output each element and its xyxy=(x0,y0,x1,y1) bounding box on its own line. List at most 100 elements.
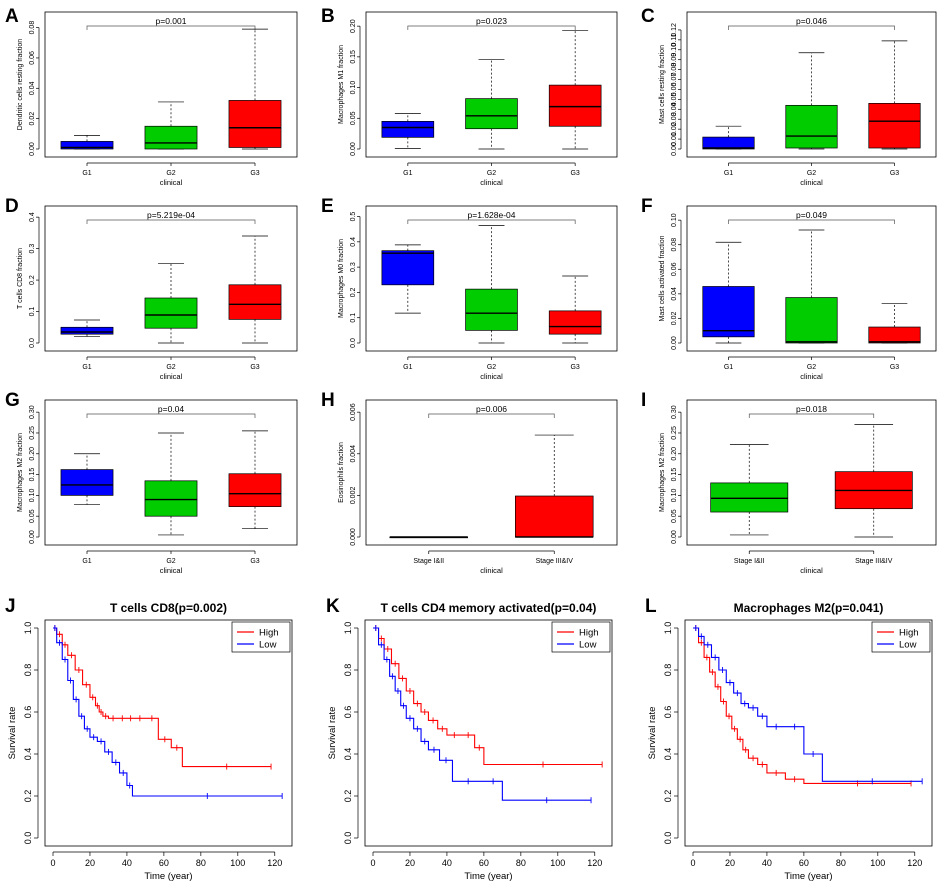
plot-frame xyxy=(686,11,937,158)
y-tick-label: 0.4 xyxy=(350,237,357,247)
box-g2 xyxy=(144,263,198,344)
y-tick-label: 0.20 xyxy=(29,447,36,461)
x-axis-label: Time (year) xyxy=(144,871,192,882)
x-tick-label: 20 xyxy=(405,858,415,868)
p-value-label: p=0.023 xyxy=(476,16,507,26)
significance-bracket xyxy=(748,413,875,418)
iqr-box xyxy=(548,84,602,127)
x-tick-label: G3 xyxy=(250,558,259,565)
iqr-box xyxy=(868,103,921,149)
x-tick-label: 20 xyxy=(85,858,95,868)
y-tick-label: 0.05 xyxy=(350,111,357,125)
legend-label-high: High xyxy=(259,628,279,639)
panel-j: J T cells CD8(p=0.002) 0.0 0.2 0.4 0.6 0.8 1.0 S… xyxy=(5,596,293,882)
box-g1 xyxy=(381,113,435,149)
y-tick-label: 0.15 xyxy=(29,468,36,482)
x-tick-label: G2 xyxy=(166,170,175,177)
box-g3 xyxy=(868,40,921,150)
x-tick-label: G2 xyxy=(166,558,175,565)
y-tick-label: 0.01 xyxy=(671,132,678,146)
y-tick-label: 0.006 xyxy=(350,403,357,421)
plot-frame xyxy=(44,619,293,847)
x-tick-label: G1 xyxy=(82,170,91,177)
x-tick-label: G3 xyxy=(570,170,579,177)
box-g1 xyxy=(702,125,755,150)
plot-frame xyxy=(44,11,298,158)
survival-curve-high xyxy=(373,627,603,766)
x-tick-label: 100 xyxy=(870,858,885,868)
p-value-label: p=0.046 xyxy=(796,16,827,26)
y-tick-label: 0.4 xyxy=(663,748,673,761)
panel-letter: H xyxy=(321,390,335,411)
x-tick-label: G3 xyxy=(890,364,899,371)
x-tick-label: 120 xyxy=(587,858,602,868)
y-axis-label: Mast cells resting fraction xyxy=(659,45,666,124)
y-tick-label: 0.00 xyxy=(350,142,357,156)
y-tick-label: 0.12 xyxy=(671,23,678,37)
legend-label-low: Low xyxy=(579,640,597,651)
box-g1 xyxy=(60,453,114,505)
panel-letter: B xyxy=(321,6,335,27)
y-tick-label: 0.08 xyxy=(671,63,678,77)
y-axis-label: Eosinophils fraction xyxy=(338,442,345,503)
x-tick-label: G3 xyxy=(890,170,899,177)
y-tick-label: 0.04 xyxy=(671,102,678,116)
x-tick-label: 80 xyxy=(836,858,846,868)
chart-title: Macrophages M2(p=0.041) xyxy=(734,601,884,615)
y-tick-label: 0.3 xyxy=(29,244,36,254)
y-tick-label: 0.09 xyxy=(671,53,678,67)
iqr-box xyxy=(144,125,198,150)
y-axis-label: Macrophages M1 fraction xyxy=(338,45,345,124)
iqr-box xyxy=(60,469,114,496)
iqr-box xyxy=(228,473,282,507)
box-g3 xyxy=(548,30,602,150)
box-g1 xyxy=(381,244,435,314)
y-axis-label: Survival rate xyxy=(327,707,338,760)
box-g3 xyxy=(868,303,921,344)
y-tick-label: 0.1 xyxy=(350,313,357,323)
significance-bracket xyxy=(407,219,576,224)
x-tick-label: Stage I&II xyxy=(413,558,444,565)
y-tick-label: 0.00 xyxy=(671,142,678,156)
plot-frame xyxy=(686,205,937,352)
y-tick-label: 0.06 xyxy=(29,51,36,65)
y-tick-label: 0.8 xyxy=(343,664,353,677)
y-axis-label: Macrophages M2 fraction xyxy=(17,433,24,512)
y-tick-label: 0.002 xyxy=(350,487,357,505)
panel-f: F 0.00 0.02 0.04 0.06 0.08 0.10 Mast cells acti… xyxy=(641,196,937,381)
x-tick-label: G1 xyxy=(724,170,733,177)
x-tick-label: 100 xyxy=(230,858,245,868)
panel-i: I 0.00 0.05 0.10 0.15 0.20 0.25 0.30 Macrophages… xyxy=(641,390,937,575)
x-tick-label: 0 xyxy=(690,858,695,868)
y-tick-label: 0.6 xyxy=(663,706,673,719)
plot-frame xyxy=(365,399,618,546)
p-value-label: p=0.04 xyxy=(158,404,185,414)
y-tick-label: 0.04 xyxy=(671,287,678,301)
y-tick-label: 0.10 xyxy=(350,81,357,95)
iqr-box xyxy=(228,284,282,320)
p-value-label: p=5.219e-04 xyxy=(147,210,195,220)
survival-curve-low xyxy=(373,627,592,801)
box-g1 xyxy=(60,319,114,338)
y-tick-label: 0.02 xyxy=(29,112,36,126)
significance-bracket xyxy=(86,219,256,224)
iqr-box xyxy=(381,121,435,138)
x-tick-label: G1 xyxy=(82,364,91,371)
x-tick-label: G2 xyxy=(166,364,175,371)
x-tick-label: G2 xyxy=(807,364,816,371)
y-tick-label: 0.25 xyxy=(29,426,36,440)
box-g1 xyxy=(60,134,114,150)
box-stage-i-ii xyxy=(389,536,469,539)
y-tick-label: 0.15 xyxy=(350,50,357,64)
x-tick-label: 20 xyxy=(725,858,735,868)
y-tick-label: 0.5 xyxy=(350,212,357,222)
x-tick-label: Stage III&IV xyxy=(536,558,574,565)
iqr-box xyxy=(228,100,282,148)
y-tick-label: 0.25 xyxy=(671,426,678,440)
y-tick-label: 0.2 xyxy=(23,790,33,803)
y-tick-label: 0.00 xyxy=(671,336,678,350)
box-stage-i-ii xyxy=(710,444,789,536)
plot-frame xyxy=(44,205,298,352)
